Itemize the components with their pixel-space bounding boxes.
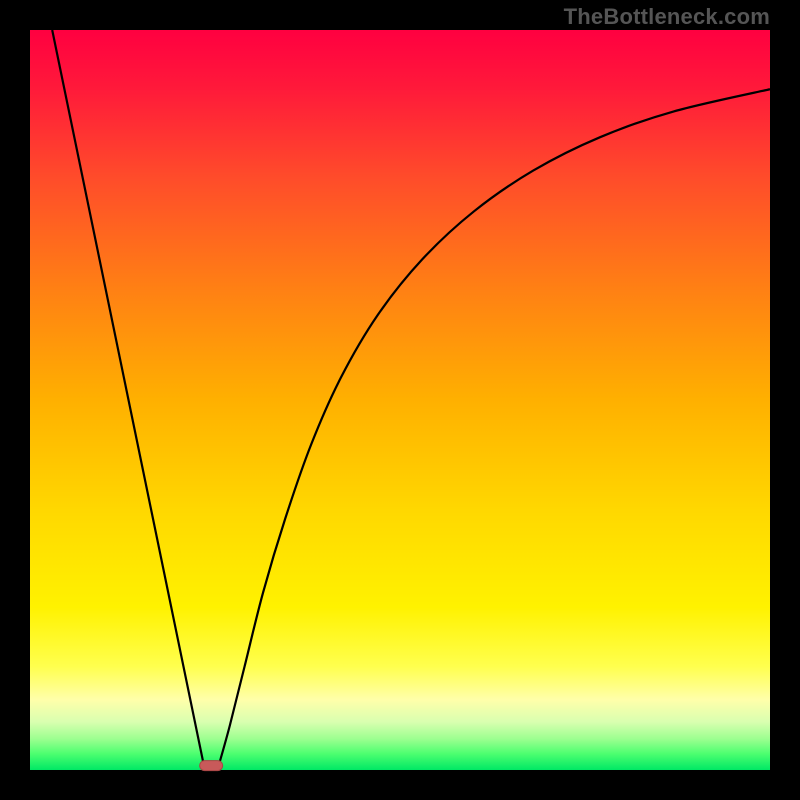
plot-area (30, 30, 770, 770)
watermark-text: TheBottleneck.com (564, 4, 770, 30)
minimum-marker (199, 760, 223, 772)
bottleneck-curve (30, 30, 770, 770)
chart-frame: TheBottleneck.com (0, 0, 800, 800)
